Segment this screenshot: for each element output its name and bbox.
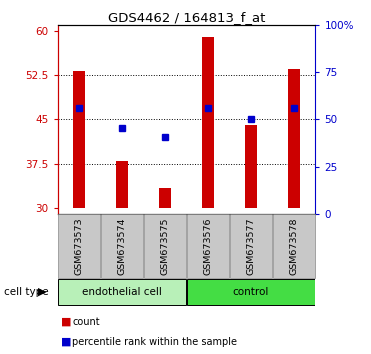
Text: cell type: cell type bbox=[4, 287, 48, 297]
Bar bbox=[159, 188, 171, 208]
Text: GSM673573: GSM673573 bbox=[75, 217, 83, 275]
Bar bbox=[116, 161, 128, 208]
Bar bbox=[58, 279, 186, 305]
Text: GSM673574: GSM673574 bbox=[118, 217, 127, 275]
Text: GSM673577: GSM673577 bbox=[246, 217, 255, 275]
Text: ■: ■ bbox=[61, 317, 72, 327]
Bar bbox=[144, 214, 186, 278]
Text: GSM673578: GSM673578 bbox=[289, 217, 298, 275]
Bar bbox=[101, 214, 143, 278]
Bar bbox=[187, 279, 315, 305]
Bar bbox=[230, 214, 272, 278]
Text: endothelial cell: endothelial cell bbox=[82, 287, 162, 297]
Text: control: control bbox=[233, 287, 269, 297]
Bar bbox=[288, 69, 300, 208]
Text: ■: ■ bbox=[61, 337, 72, 347]
Text: GSM673575: GSM673575 bbox=[160, 217, 170, 275]
Bar bbox=[73, 71, 85, 208]
Bar bbox=[202, 36, 214, 208]
Bar bbox=[273, 214, 315, 278]
Bar bbox=[187, 214, 229, 278]
Bar bbox=[245, 125, 257, 208]
Text: GSM673576: GSM673576 bbox=[203, 217, 213, 275]
Text: ▶: ▶ bbox=[39, 287, 47, 297]
Text: count: count bbox=[72, 317, 100, 327]
Bar bbox=[58, 214, 100, 278]
Text: percentile rank within the sample: percentile rank within the sample bbox=[72, 337, 237, 347]
Title: GDS4462 / 164813_f_at: GDS4462 / 164813_f_at bbox=[108, 11, 265, 24]
